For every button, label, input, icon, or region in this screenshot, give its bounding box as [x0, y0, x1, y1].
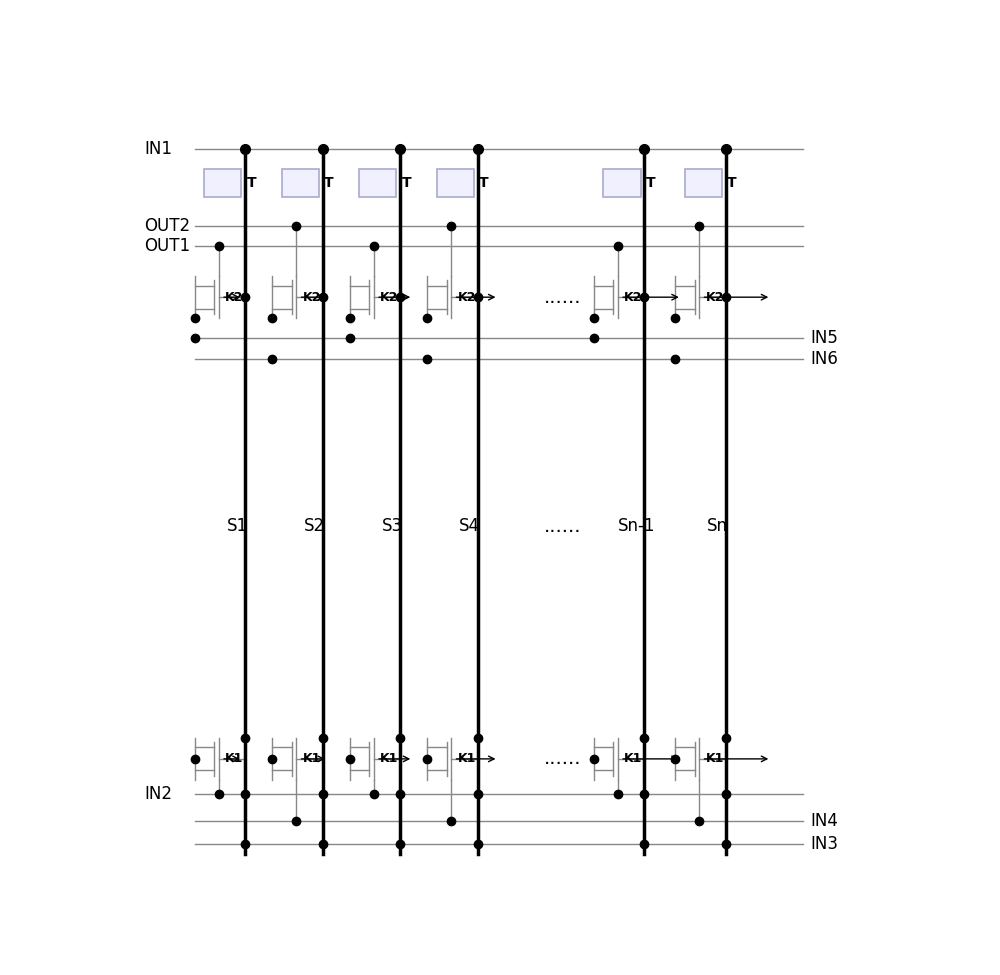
Text: K2: K2 [624, 291, 642, 303]
Text: ......: ...... [544, 288, 582, 307]
Text: OUT1: OUT1 [144, 237, 190, 255]
Text: T: T [479, 176, 489, 190]
Text: IN2: IN2 [144, 785, 172, 803]
Text: S1: S1 [227, 517, 248, 535]
Text: T: T [324, 176, 334, 190]
Text: K2: K2 [302, 291, 321, 303]
Text: IN1: IN1 [144, 139, 172, 158]
Text: IN5: IN5 [811, 330, 839, 347]
Text: K1: K1 [380, 753, 398, 765]
Bar [359, 169, 396, 197]
Text: T: T [402, 176, 411, 190]
Text: K2: K2 [457, 291, 476, 303]
Text: OUT2: OUT2 [144, 216, 190, 235]
Bar [603, 169, 641, 197]
Text: K2: K2 [225, 291, 243, 303]
Text: S4: S4 [459, 517, 480, 535]
Text: ......: ...... [544, 517, 582, 535]
Bar [685, 169, 722, 197]
Bar [282, 169, 319, 197]
Text: K1: K1 [624, 753, 642, 765]
Text: Sn-1: Sn-1 [618, 517, 655, 535]
Text: K2: K2 [705, 291, 724, 303]
Text: K1: K1 [705, 753, 724, 765]
Text: ......: ...... [544, 750, 582, 768]
Bar [437, 169, 474, 197]
Text: K2: K2 [380, 291, 398, 303]
Text: T: T [247, 176, 256, 190]
Text: K1: K1 [457, 753, 476, 765]
Text: S2: S2 [304, 517, 325, 535]
Text: T: T [727, 176, 737, 190]
Text: K1: K1 [302, 753, 321, 765]
Text: Sn: Sn [707, 517, 728, 535]
Text: K1: K1 [225, 753, 243, 765]
Text: T: T [646, 176, 656, 190]
Text: IN3: IN3 [811, 835, 839, 853]
Bar [204, 169, 241, 197]
Text: S3: S3 [382, 517, 403, 535]
Text: IN6: IN6 [811, 350, 839, 368]
Text: IN4: IN4 [811, 812, 839, 830]
